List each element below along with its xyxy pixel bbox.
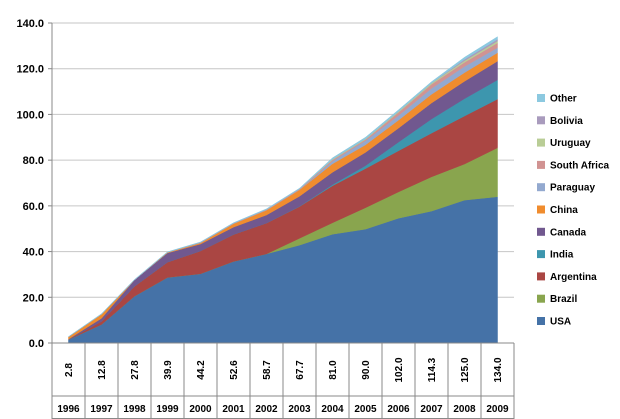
legend-label-bolivia: Bolivia (550, 116, 583, 127)
y-tick-label: 40.0 (23, 247, 44, 259)
year-label: 2004 (321, 404, 344, 415)
legend-swatch-canada (537, 227, 545, 236)
year-label: 2005 (354, 404, 377, 415)
total-label: 2.8 (64, 363, 75, 377)
legend-label-usa: USA (550, 317, 571, 328)
y-tick-label: 140.0 (16, 18, 44, 30)
legend-swatch-south-africa (537, 160, 545, 169)
year-label: 2009 (486, 404, 509, 415)
legend-label-china: China (550, 205, 578, 216)
y-tick-label: 60.0 (23, 201, 44, 213)
year-label: 1996 (57, 404, 80, 415)
year-label: 1998 (123, 404, 146, 415)
year-label: 1997 (90, 404, 113, 415)
legend-swatch-china (537, 205, 545, 214)
year-label: 2007 (420, 404, 443, 415)
total-label: 52.6 (229, 360, 240, 380)
total-label: 44.2 (196, 360, 207, 380)
y-axis-tick-labels: 0.0 20.0 40.0 60.0 80.0 100.0 120.0 140.0 (16, 18, 44, 350)
stacked-areas (68, 36, 498, 344)
legend-swatch-usa (537, 317, 545, 325)
y-tick-label: 20.0 (23, 292, 44, 304)
year-label: 2008 (453, 404, 476, 415)
legend-swatch-brazil (537, 294, 545, 303)
legend-swatch-uruguay (537, 138, 545, 147)
year-label: 2002 (255, 404, 278, 415)
legend-label-uruguay: Uruguay (550, 138, 591, 149)
year-label: 1999 (156, 404, 179, 415)
y-tick-label: 120.0 (16, 64, 44, 76)
legend-label-south-africa: South Africa (550, 160, 610, 171)
y-tick-label: 80.0 (23, 155, 44, 167)
total-label: 58.7 (262, 360, 273, 380)
legend-label-argentina: Argentina (550, 272, 597, 283)
legend-label-india: India (550, 250, 574, 261)
total-label: 114.3 (427, 357, 438, 382)
year-label: 2006 (387, 404, 410, 415)
total-label: 102.0 (394, 357, 405, 382)
year-label: 2000 (189, 404, 212, 415)
y-tick-label: 100.0 (16, 109, 44, 121)
year-label: 2001 (222, 404, 245, 415)
total-label: 134.0 (493, 357, 504, 382)
legend-swatch-bolivia (537, 116, 545, 125)
total-label: 90.0 (361, 360, 372, 380)
legend-label-brazil: Brazil (550, 294, 577, 305)
total-label: 125.0 (460, 357, 471, 382)
legend: Other Bolivia Uruguay South Africa Paraguay C… (537, 94, 610, 328)
year-label: 2003 (288, 404, 311, 415)
legend-label-canada: Canada (550, 227, 587, 238)
area-other (68, 36, 498, 338)
total-label: 39.9 (163, 360, 174, 380)
legend-label-other: Other (550, 94, 577, 105)
total-label: 27.8 (130, 360, 141, 380)
total-label: 81.0 (328, 360, 339, 380)
legend-swatch-other (537, 94, 545, 102)
legend-label-paraguay: Paraguay (550, 183, 595, 194)
legend-swatch-india (537, 250, 545, 259)
total-label: 12.8 (97, 360, 108, 380)
legend-swatch-paraguay (537, 183, 545, 192)
legend-swatch-argentina (537, 272, 545, 281)
total-label: 67.7 (295, 360, 306, 380)
y-tick-label: 0.0 (29, 338, 44, 350)
category-table: 2.8 1996 12.8 1997 27.8 1998 39.9 1999 44.2 2000 5… (51, 343, 515, 419)
